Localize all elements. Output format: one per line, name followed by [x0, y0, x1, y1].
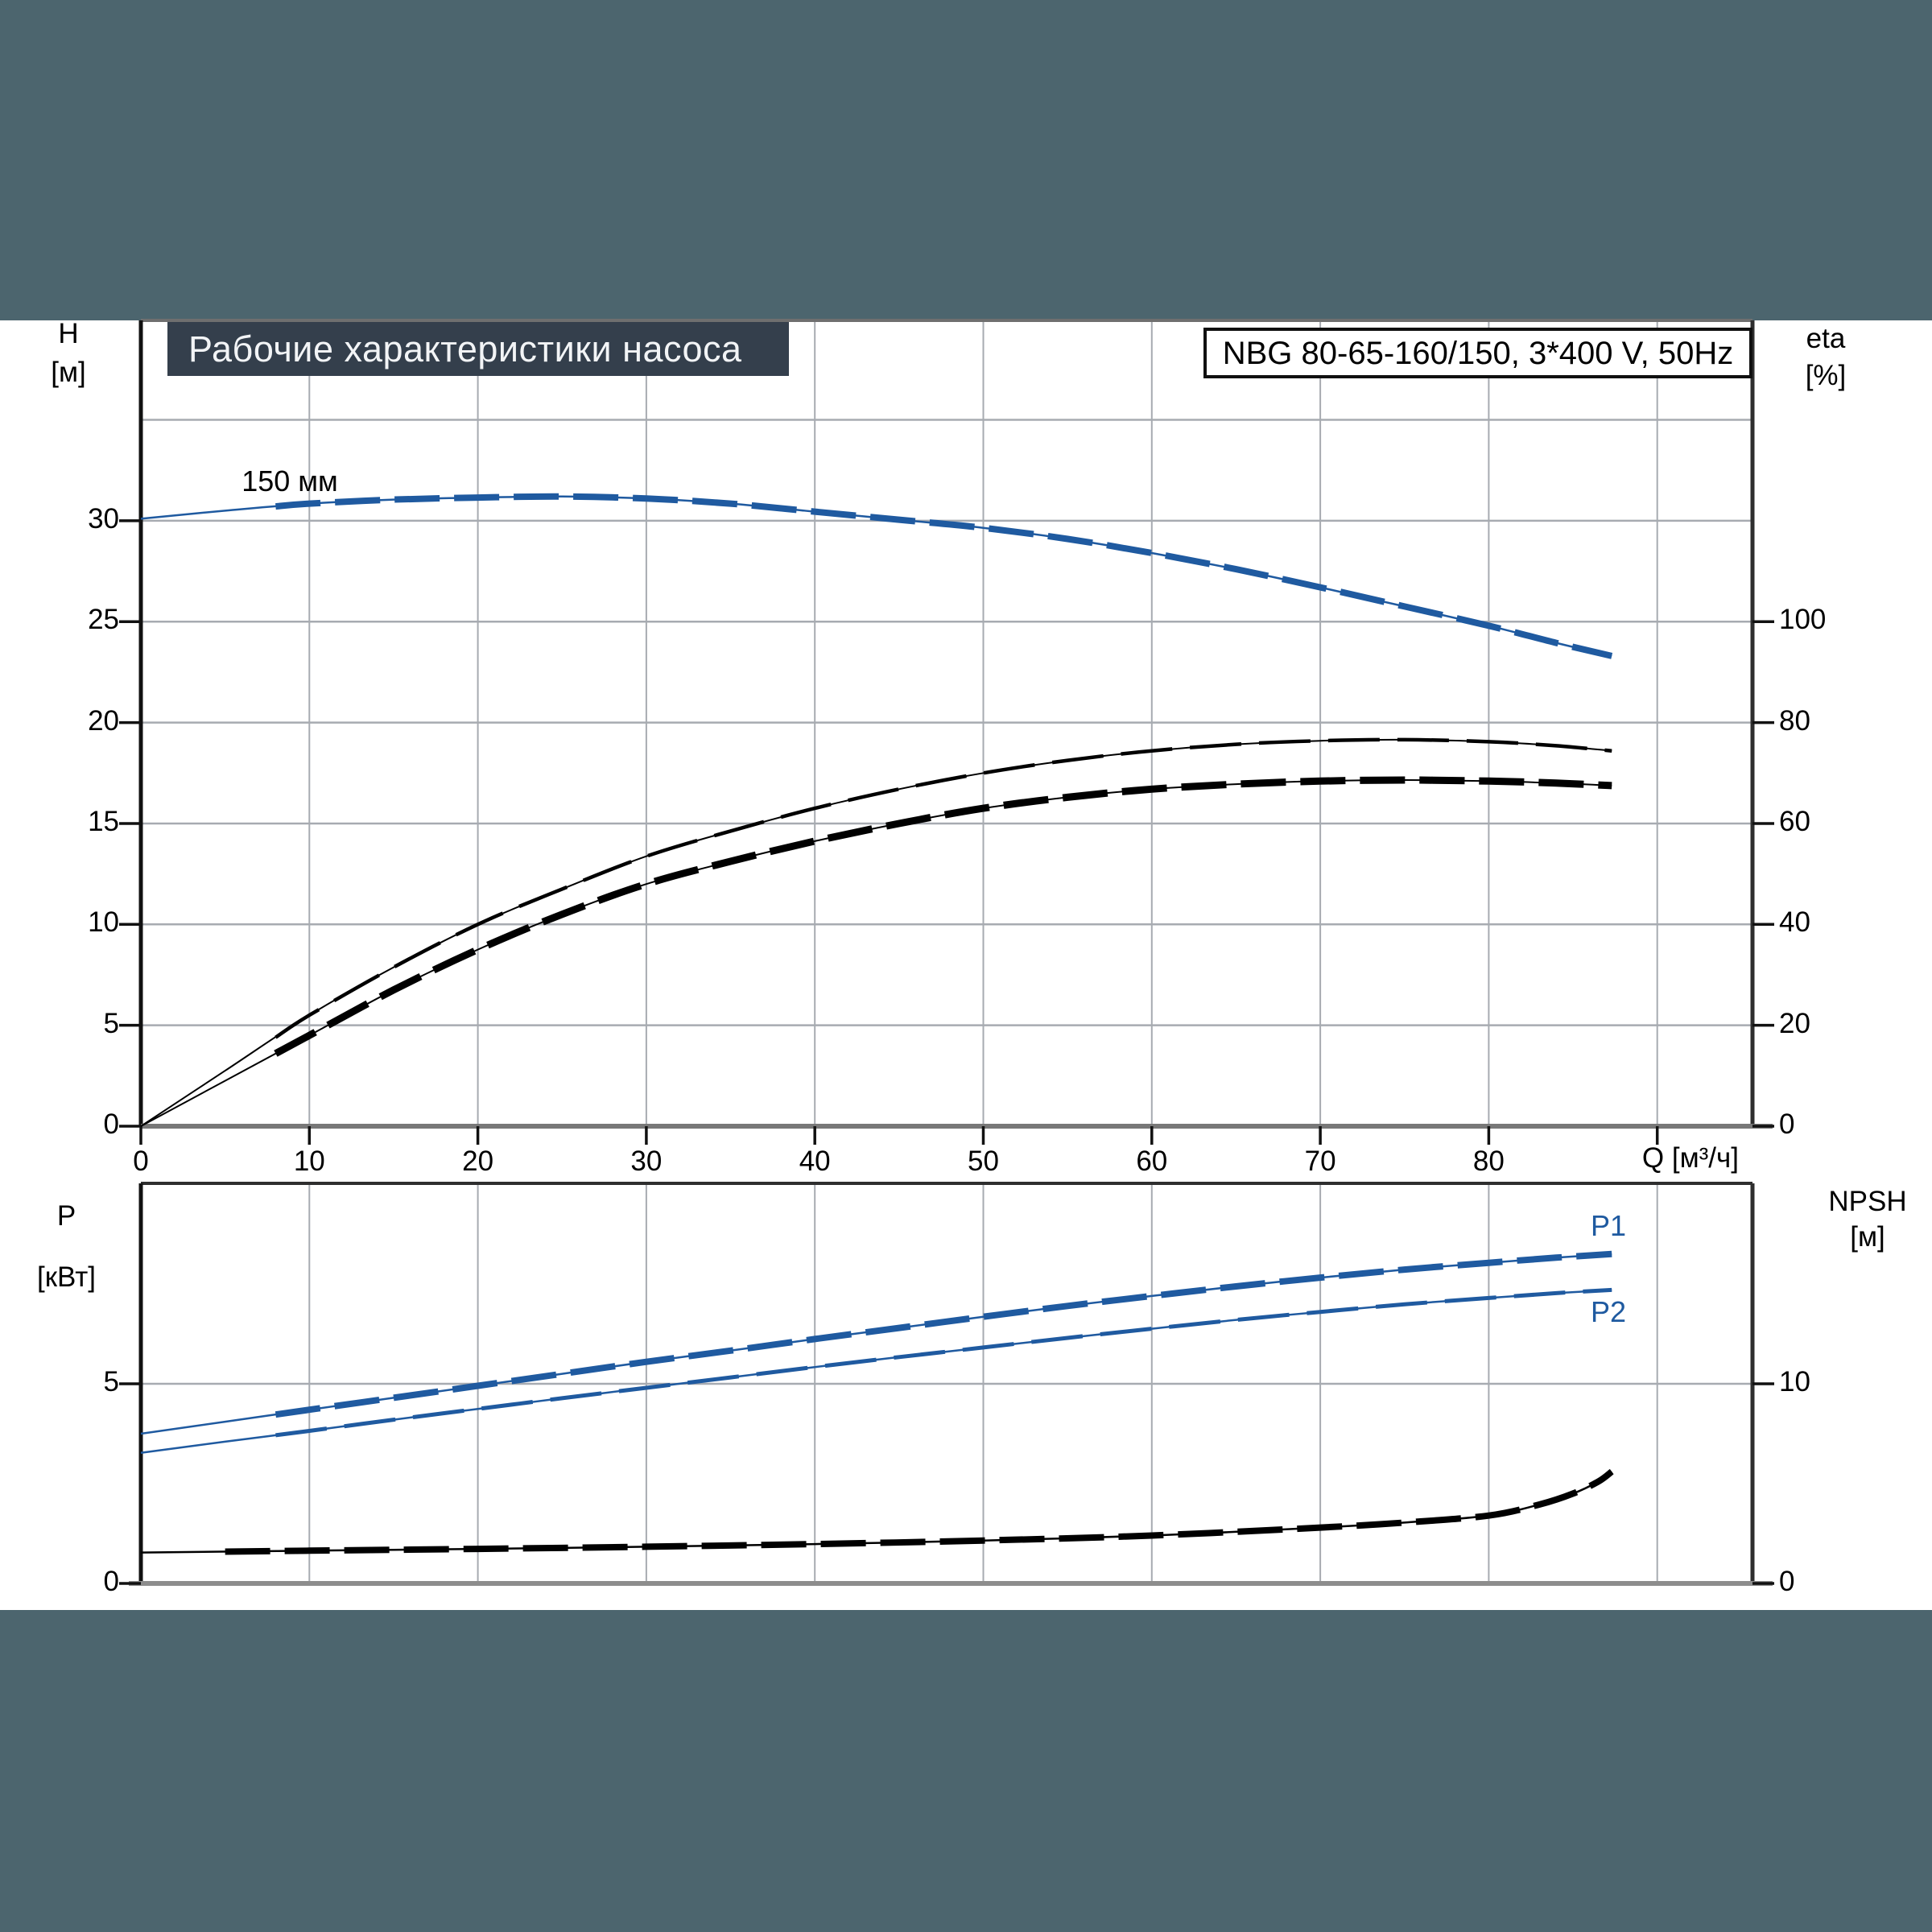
npsh-axis-unit: [м] — [1850, 1221, 1885, 1253]
curve-NPSH-base — [140, 1471, 1612, 1554]
p-axis-unit: [кВт] — [37, 1261, 96, 1293]
h-tick-label: 10 — [88, 906, 119, 939]
curve-eta pump-thick — [275, 737, 1612, 1039]
chart-panel — [0, 320, 1932, 1610]
eta-tick-label: 20 — [1779, 1007, 1810, 1039]
npsh-tick-label: 0 — [1779, 1566, 1795, 1597]
h-tick-label: 5 — [103, 1007, 119, 1039]
q-tick-label: 60 — [1136, 1146, 1168, 1177]
eta-tick-label: 100 — [1779, 604, 1827, 636]
npsh-axis-label: NPSH — [1828, 1186, 1907, 1217]
q-tick-label: 70 — [1304, 1146, 1336, 1177]
pump-model-badge: NBG 80-65-160/150, 3*400 V, 50Hz — [1203, 328, 1752, 378]
h-tick-label: 0 — [103, 1108, 119, 1140]
q-tick-label: 30 — [630, 1146, 663, 1177]
eta-tick-label: 40 — [1779, 906, 1810, 939]
q-tick-label: 10 — [293, 1146, 325, 1177]
h-axis-label: H — [58, 318, 79, 349]
eta-tick-label: 80 — [1779, 704, 1810, 737]
impeller-curve-label: 150 мм — [242, 464, 338, 497]
h-tick-label: 20 — [88, 704, 119, 737]
p2-curve-label: P2 — [1590, 1295, 1627, 1328]
p-axis-label: P — [56, 1200, 76, 1232]
npsh-tick-label: 10 — [1779, 1366, 1810, 1397]
curve-150 мм-thick — [275, 493, 1613, 659]
q-axis-label: Q [м³/ч] — [1641, 1142, 1739, 1174]
h-tick-label: 15 — [88, 805, 119, 837]
curve-NPSH-thick — [225, 1468, 1614, 1555]
eta-axis-label: eta — [1806, 323, 1846, 354]
eta-tick-label: 60 — [1779, 805, 1810, 837]
curve-P2-thick — [275, 1287, 1612, 1438]
q-tick-label: 50 — [968, 1146, 999, 1177]
curve-P2-base — [140, 1289, 1612, 1455]
curve-P1-thick — [275, 1250, 1612, 1418]
q-tick-label: 20 — [462, 1146, 494, 1177]
curve-P1-base — [140, 1253, 1612, 1435]
p-tick-label: 0 — [103, 1566, 119, 1597]
h-tick-label: 30 — [88, 502, 119, 535]
h-axis-unit: [м] — [51, 357, 86, 388]
eta-axis-unit: [%] — [1805, 360, 1847, 391]
q-tick-label: 40 — [799, 1146, 831, 1177]
curve-eta pump+motor-thick — [274, 776, 1612, 1057]
chart-title: Рабочие характеристики насоса — [167, 322, 789, 376]
h-tick-label: 25 — [88, 604, 119, 636]
p1-curve-label: P1 — [1590, 1209, 1627, 1242]
curve-eta pump-base — [140, 738, 1612, 1127]
p-tick-label: 5 — [103, 1366, 119, 1397]
curve-eta pump+motor-base — [140, 778, 1612, 1127]
eta-tick-label: 0 — [1779, 1108, 1795, 1140]
q-tick-label: 0 — [133, 1146, 149, 1177]
q-tick-label: 80 — [1472, 1146, 1505, 1177]
